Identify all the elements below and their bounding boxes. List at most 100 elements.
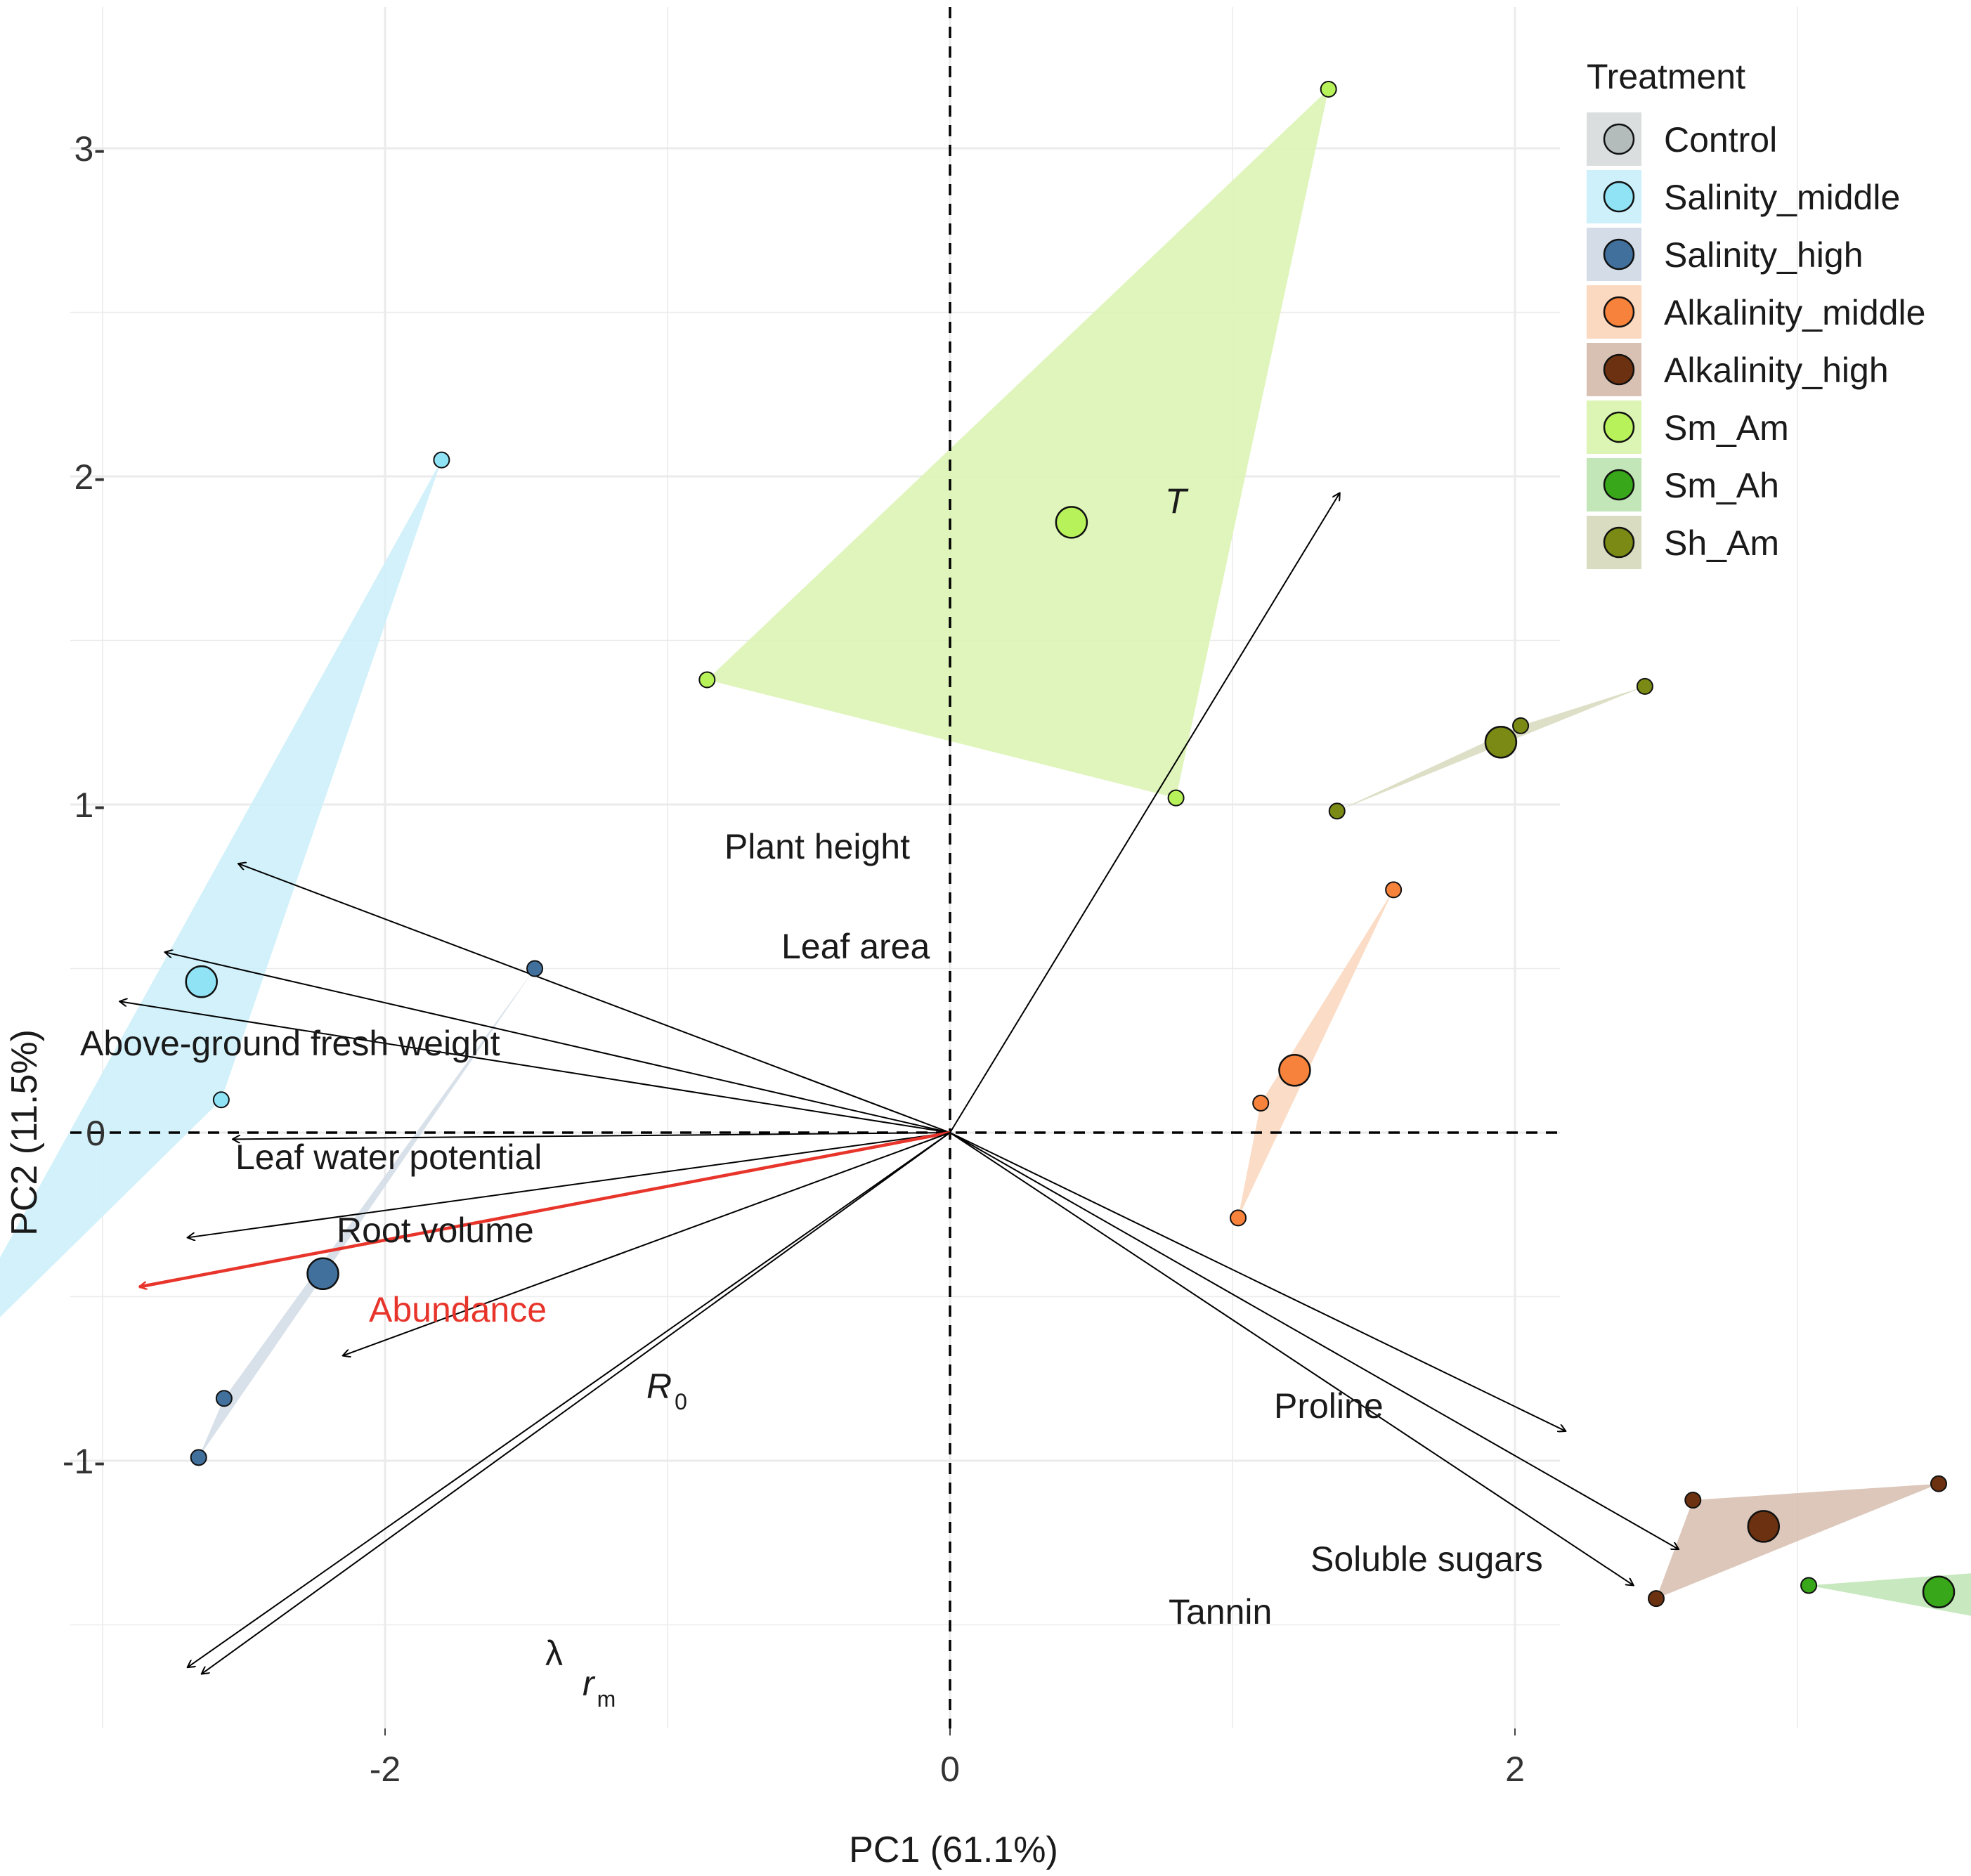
loading-arrow-rm [202,1132,951,1674]
loading-label-text: Abundance [369,1290,547,1329]
hull-sm-am [707,89,1329,798]
centroid-point-salinity-middle [185,965,218,998]
loading-arrow-above-ground-fresh-weight [119,1001,951,1133]
loading-label-soluble-sugars: Soluble sugars [1310,1539,1543,1579]
sample-point-alkalinity-middle-2 [1252,1094,1270,1112]
loading-label-text: Leaf water potential [235,1138,542,1177]
x-axis-ticks: -4-2024 [370,1728,1525,1789]
legend-item-label: Control [1664,120,1777,159]
legend-item-salinity-high: Salinity_high [1587,228,1863,281]
x-tick-label: -2 [370,1750,401,1789]
loading-label-text: Proline [1274,1386,1384,1426]
y-tick-label: 1- [74,786,105,825]
legend-item-label: Salinity_middle [1664,178,1900,217]
loading-label-t: T [1165,481,1189,521]
loading-label-plant-height: Plant height [724,827,910,866]
loading-arrow-abundance [139,1131,951,1287]
legend-item-sm-ah: Sm_Ah [1587,458,1779,512]
loading-label-text: Above-ground fresh weight [80,1024,500,1063]
y-axis-ticks: -1- 0 1- 2- 3- [63,129,105,1481]
legend-item-label: Sm_Am [1664,408,1789,448]
loading-label-leaf-water-potential: Leaf water potential [235,1138,542,1177]
sample-point-sm-ah-1 [1800,1577,1818,1594]
centroid-point-salinity-high [306,1257,339,1291]
sample-point-salinity-high-3 [190,1449,207,1466]
sample-point-alkalinity-high-1 [1684,1492,1702,1509]
centroid-point-alkalinity-middle [1278,1054,1311,1087]
loading-arrow-leaf-area [164,952,951,1133]
loading-label-leaf-area: Leaf area [781,927,930,966]
legend-key-point [1603,411,1635,443]
centroid-point-sm-ah [1922,1575,1956,1609]
sample-point-salinity-middle-1 [433,451,450,469]
loading-label-proline: Proline [1274,1386,1384,1426]
sample-point-alkalinity-high-3 [1648,1590,1665,1608]
sample-point-sh-am-3 [1328,802,1346,820]
legend-key-point [1603,238,1635,271]
loading-label-text: T [1165,481,1189,521]
legend-items: Control Salinity_middle Salinity_high Alkal… [1587,112,1925,569]
centroid-point-sm-am [1055,506,1088,539]
loading-arrow-tannin [949,1132,1634,1585]
sample-point-sm-am-3 [1167,789,1185,807]
loading-label-: λ [545,1634,563,1673]
loading-label-root-volume: Root volume [337,1211,534,1250]
hull-sh-am [1336,686,1645,812]
axes: -4-2024 -1-01-2-3- PC1 (61.1%) PC2 (11.5… [4,129,1525,1870]
centroid-point-sh-am [1484,726,1518,759]
loading-label-text: Leaf area [781,927,930,966]
legend-item-label: Salinity_high [1664,235,1863,275]
y-tick-label: 2- [74,457,105,497]
treatment-hulls [0,89,1971,1616]
legend-item-label: Alkalinity_middle [1664,293,1925,332]
sample-point-alkalinity-middle-3 [1230,1209,1247,1227]
loading-label-text: Root volume [337,1211,534,1250]
hull-salinity-middle [0,460,442,1317]
loading-labels: T Plant height Leaf area Above-ground fresh… [80,481,1543,1712]
legend-key-point [1603,526,1635,559]
legend-item-label: Sh_Am [1664,523,1779,563]
sample-point-sh-am-1 [1636,677,1653,695]
loading-label-text: r [583,1664,596,1703]
sample-point-salinity-middle-2 [212,1091,230,1109]
loading-arrow-t [949,493,1340,1133]
sample-point-sm-am-1 [1320,80,1337,98]
loading-label-text: Tannin [1169,1592,1272,1631]
loading-arrow- [188,1132,951,1667]
sample-point-sh-am-2 [1512,717,1530,734]
legend-item-label: Sm_Ah [1664,466,1779,505]
loading-label-abundance: Abundance [369,1290,547,1329]
x-axis-title: PC1 (61.1%) [849,1830,1058,1870]
sample-points [185,80,1956,1609]
legend-item-control: Control [1587,112,1777,166]
loading-label-subscript: 0 [675,1389,687,1414]
plot-background [70,7,1560,1728]
centroid-point-alkalinity-high [1747,1510,1781,1543]
x-tick-label: 0 [940,1750,960,1789]
legend-item-sm-am: Sm_Am [1587,400,1789,454]
y-tick-label: 3- [74,129,105,169]
loading-arrow-soluble-sugars [949,1132,1679,1549]
loading-label-text: Soluble sugars [1310,1539,1543,1579]
loading-label-subscript: m [597,1686,616,1712]
loading-label-text: R [646,1367,672,1406]
loading-label-tannin: Tannin [1169,1592,1272,1631]
loading-label-text: λ [545,1634,563,1673]
legend-key-point [1603,469,1635,501]
loading-arrows [119,493,1679,1674]
loading-arrow-root-volume [188,1132,951,1237]
y-tick-label: -1- [63,1442,105,1481]
reference-lines [70,7,1560,1728]
sample-point-alkalinity-high-2 [1930,1475,1947,1492]
loading-arrow-leaf-water-potential [233,1132,951,1139]
loading-arrow-proline [949,1132,1566,1431]
loading-label-text: Plant height [724,827,910,866]
y-axis-title: PC2 (11.5%) [4,1029,45,1236]
legend-item-alkalinity-middle: Alkalinity_middle [1587,285,1925,339]
x-tick-label: 2 [1505,1750,1525,1789]
sample-point-salinity-high-1 [526,960,544,977]
legend: Treatment Control Salinity_middle Salinity… [1587,57,1925,569]
loading-arrow-r0 [343,1132,951,1356]
